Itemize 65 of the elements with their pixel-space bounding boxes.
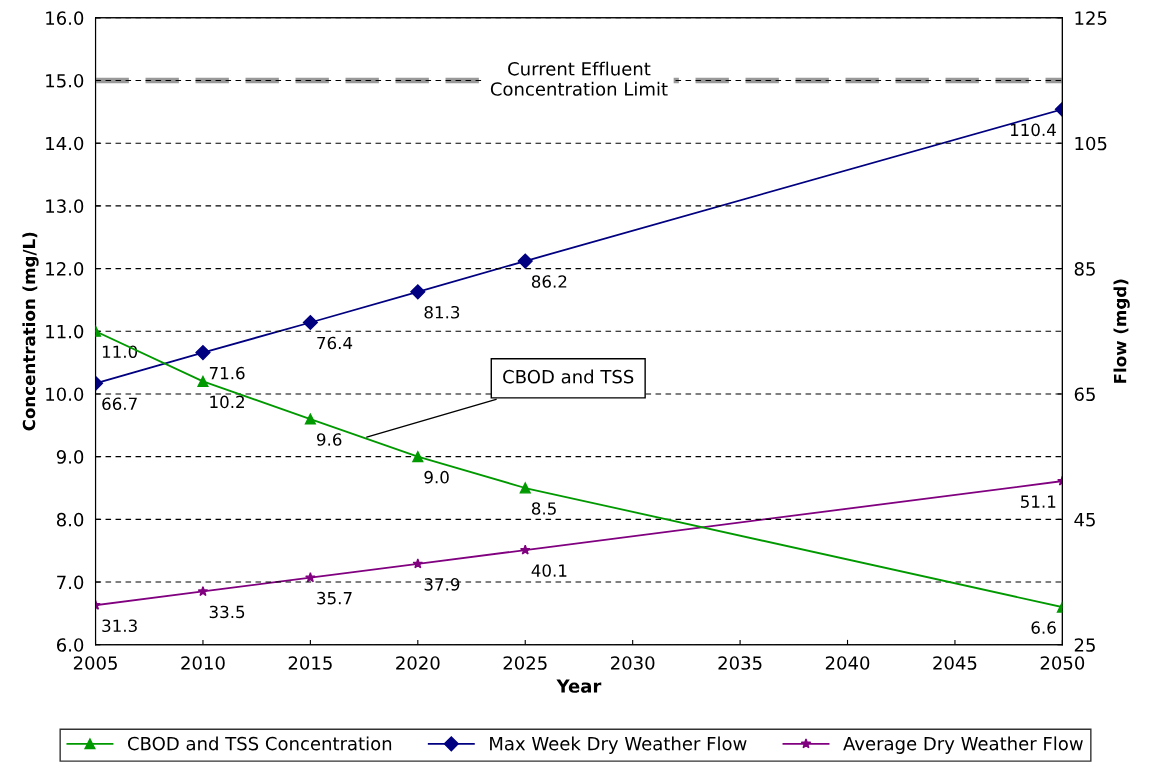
point [197, 585, 209, 597]
ref-line-label: Current Effluent Concentration Limit [490, 61, 668, 96]
point [305, 572, 316, 583]
y-tick-label: 13.0 [46, 199, 84, 213]
y2-axis-title: Flow (mgd) [1113, 279, 1130, 383]
point [197, 375, 209, 387]
x-tick-label: 2005 [73, 656, 117, 670]
data-label: 71.6 [209, 366, 245, 380]
y2-tick-label: 105 [1075, 136, 1107, 151]
data-label: 40.1 [531, 564, 567, 577]
data-label: 11.0 [102, 345, 138, 359]
y-tick-label: 16.0 [46, 11, 84, 25]
data-label: 9.0 [424, 470, 449, 484]
x-tick-label: 2025 [503, 656, 547, 670]
y-tick-label: 11.0 [46, 324, 84, 339]
y-tick-label: 10.0 [46, 387, 84, 402]
y-axis-title: Concentration (mg/L) [22, 232, 39, 431]
point [412, 558, 424, 569]
point [302, 314, 318, 331]
point [304, 413, 316, 425]
y2-tick-label: 65 [1074, 387, 1095, 402]
data-label: 10.2 [210, 395, 244, 409]
y2-tick-label: 85 [1074, 262, 1095, 276]
legend-label: Average Dry Weather Flow [843, 736, 1083, 754]
data-label: 66.7 [102, 397, 137, 411]
data-label: 9.6 [316, 433, 342, 446]
y-tick-label: 7.0 [57, 575, 84, 590]
y2-tick-label: 25 [1074, 638, 1095, 652]
y2-tick-label: 125 [1075, 11, 1107, 25]
data-label: 37.9 [424, 578, 460, 591]
y-tick-label: 12.0 [46, 262, 84, 276]
annotation: CBOD and TSS [503, 369, 634, 384]
data-label: 31.3 [102, 619, 137, 633]
x-axis-title: Year [556, 679, 602, 693]
point [195, 345, 211, 361]
x-tick-label: 2015 [288, 656, 332, 670]
x-tick-label: 2045 [933, 656, 977, 670]
x-tick-label: 2010 [181, 656, 225, 670]
data-label: 81.3 [424, 305, 460, 319]
y-tick-label: 6.0 [56, 638, 84, 652]
data-label: 8.5 [531, 502, 556, 515]
x-tick-label: 2040 [825, 656, 870, 670]
point [410, 284, 426, 300]
point [519, 482, 531, 494]
point [412, 451, 424, 463]
legend-label: CBOD and TSS Concentration [127, 736, 392, 751]
x-tick-label: 2050 [1040, 656, 1085, 670]
y-tick-label: 9.0 [56, 450, 84, 464]
data-label: 76.4 [317, 336, 353, 350]
data-label: 33.5 [209, 605, 245, 619]
data-label: 6.6 [1031, 621, 1056, 634]
data-label: 35.7 [317, 591, 352, 605]
y2-tick-label: 45 [1074, 513, 1095, 527]
data-label: 86.2 [531, 275, 567, 288]
data-label: 51.1 [1020, 495, 1056, 508]
x-tick-label: 2020 [396, 656, 440, 670]
point [519, 544, 531, 555]
legend-label: Max Week Dry Weather Flow [490, 736, 747, 754]
point [517, 253, 533, 269]
x-tick-label: 2035 [718, 656, 762, 670]
y-tick-label: 15.0 [46, 73, 84, 88]
y-tick-label: 14.0 [46, 136, 84, 151]
data-label: 110.4 [1010, 123, 1056, 137]
y-tick-label: 8.0 [56, 512, 84, 527]
x-tick-label: 2030 [611, 656, 655, 670]
